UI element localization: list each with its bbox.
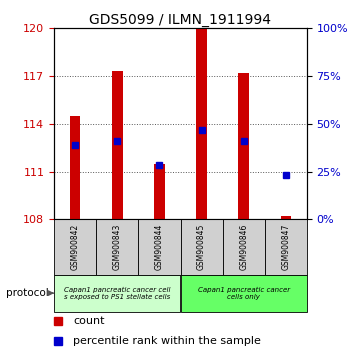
Bar [112, 72, 123, 219]
Text: GSM900844: GSM900844 [155, 224, 164, 270]
Bar [54, 275, 180, 312]
Bar [196, 28, 207, 219]
Text: Capan1 pancreatic cancer
cells only: Capan1 pancreatic cancer cells only [197, 286, 290, 300]
Bar [180, 219, 223, 275]
Bar [138, 219, 180, 275]
Text: GSM900845: GSM900845 [197, 224, 206, 270]
Text: percentile rank within the sample: percentile rank within the sample [73, 336, 261, 346]
Text: GSM900846: GSM900846 [239, 224, 248, 270]
Bar [70, 116, 81, 219]
Bar [223, 219, 265, 275]
Text: protocol: protocol [6, 288, 49, 298]
Text: Capan1 pancreatic cancer cell
s exposed to PS1 stellate cells: Capan1 pancreatic cancer cell s exposed … [64, 286, 171, 300]
Bar [96, 219, 138, 275]
Bar [154, 164, 165, 219]
Bar [280, 216, 291, 219]
Text: GSM900843: GSM900843 [113, 224, 122, 270]
Bar [238, 73, 249, 219]
Text: GSM900842: GSM900842 [71, 224, 80, 270]
Title: GDS5099 / ILMN_1911994: GDS5099 / ILMN_1911994 [90, 13, 271, 27]
Bar [54, 219, 96, 275]
Text: count: count [73, 316, 104, 326]
Text: GSM900847: GSM900847 [281, 224, 290, 270]
Bar [180, 275, 307, 312]
Bar [265, 219, 307, 275]
